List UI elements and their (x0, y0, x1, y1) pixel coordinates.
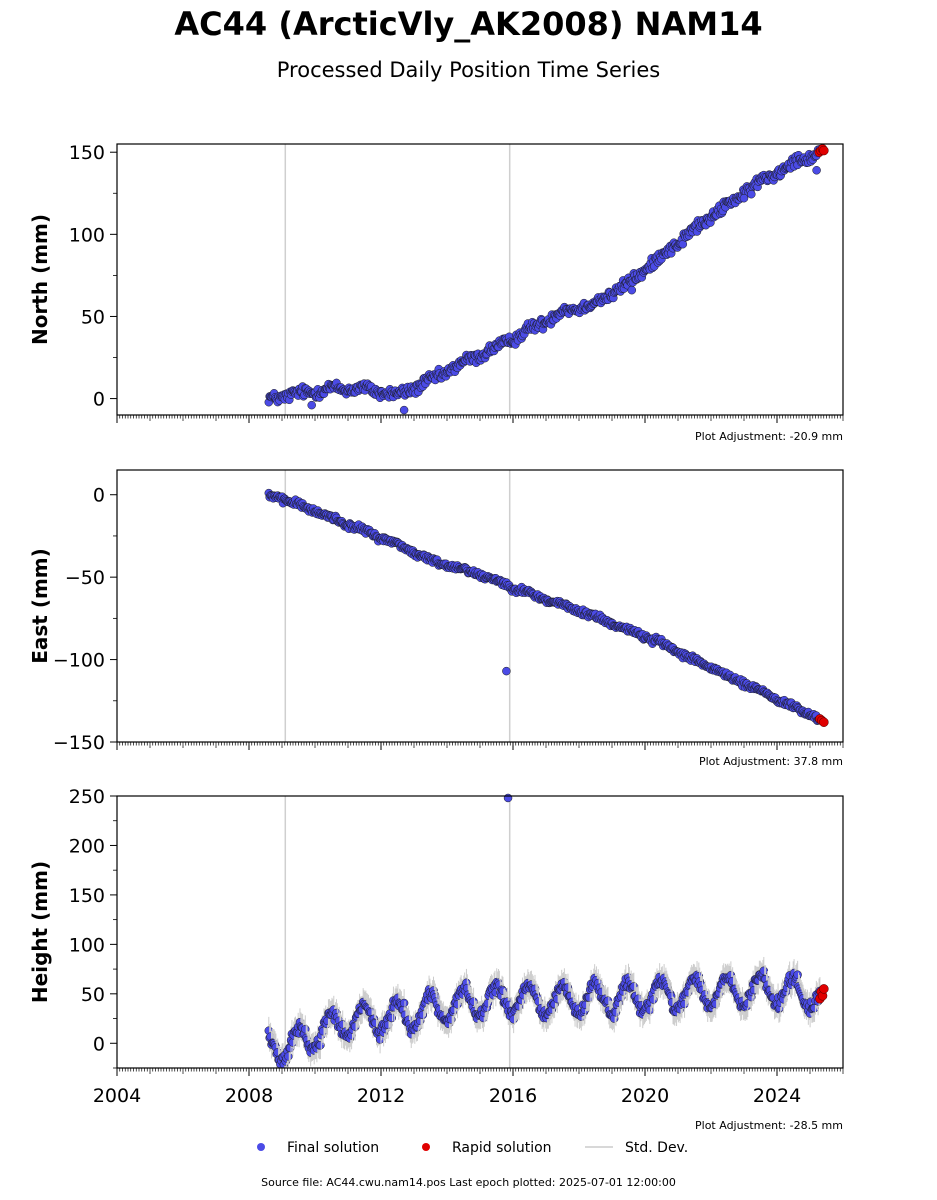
height-ytick-label: 100 (69, 934, 105, 956)
north-ytick-label: 100 (69, 224, 105, 246)
height-data-point (759, 966, 769, 976)
east-ytick-label: −150 (53, 732, 105, 754)
north-final-points (264, 144, 825, 407)
height-plot-adjustment: Plot Adjustment: -28.5 mm (695, 1119, 843, 1132)
height-xtick-label: 2004 (93, 1085, 141, 1107)
height-panel: 0 50 100 150 200 250 2004 2008 2012 2016 2020 2024 H… (28, 786, 844, 1132)
height-xtick-label: 2020 (621, 1085, 669, 1107)
legend-final-marker (257, 1143, 265, 1151)
height-data-point (793, 970, 802, 979)
height-outlier-point (503, 793, 513, 803)
chart-subtitle: Processed Daily Position Time Series (276, 58, 661, 82)
legend-stddev-label: Std. Dev. (625, 1140, 688, 1156)
north-ytick-label: 50 (81, 306, 105, 328)
height-xtick-label: 2016 (489, 1085, 537, 1107)
north-ytick-label: 0 (93, 389, 105, 411)
height-ytick-label: 150 (69, 885, 105, 907)
chart-title: AC44 (ArcticVly_AK2008) NAM14 (174, 5, 763, 43)
north-outlier-point (307, 400, 316, 410)
east-axes-frame (116, 469, 844, 743)
north-panel: 0 50 100 150 North (mm) Plot Adjustment: -20.… (28, 142, 844, 443)
east-ytick-label: −50 (65, 567, 105, 589)
height-xtick-label: 2024 (753, 1085, 801, 1107)
north-outlier-point (812, 166, 821, 175)
north-ytick-label: 150 (69, 142, 105, 164)
height-final-points (264, 956, 825, 1068)
north-ylabel: North (mm) (28, 214, 52, 345)
height-ytick-label: 250 (69, 786, 105, 808)
height-ytick-label: 200 (69, 835, 105, 857)
north-outlier-point (627, 285, 637, 295)
height-ytick-label: 0 (93, 1033, 105, 1055)
source-file-caption: Source file: AC44.cwu.nam14.pos Last epo… (261, 1176, 676, 1189)
north-data-point (747, 189, 756, 199)
height-ytick-label: 50 (81, 984, 105, 1006)
east-ytick-label: 0 (93, 485, 105, 507)
east-ylabel: East (mm) (28, 548, 52, 664)
north-plot-adjustment: Plot Adjustment: -20.9 mm (695, 430, 843, 443)
east-ytick-label: −100 (53, 650, 105, 672)
height-data-point (399, 998, 409, 1008)
east-outlier-point (502, 666, 511, 676)
east-rapid-point (819, 717, 829, 727)
legend-final-label: Final solution (287, 1140, 379, 1156)
height-ylabel: Height (mm) (28, 861, 52, 1003)
north-rapid-point (819, 145, 829, 156)
north-outlier-point (399, 405, 409, 415)
height-data-point (316, 1040, 325, 1050)
legend-rapid-label: Rapid solution (452, 1140, 552, 1156)
north-outlier-point (739, 193, 749, 203)
north-axes-frame (116, 143, 844, 416)
height-rapid-point (819, 984, 829, 994)
east-panel: 0 −50 −100 −150 East (mm) Plot Adjustment: 37… (28, 469, 844, 768)
height-data-point (387, 1013, 396, 1023)
legend: Final solution Rapid solution Std. Dev. (257, 1140, 688, 1156)
east-plot-adjustment: Plot Adjustment: 37.8 mm (699, 755, 843, 768)
height-xtick-label: 2012 (357, 1085, 405, 1107)
legend-rapid-marker (422, 1143, 430, 1151)
east-final-points (264, 488, 825, 725)
height-xtick-label: 2008 (225, 1085, 273, 1107)
